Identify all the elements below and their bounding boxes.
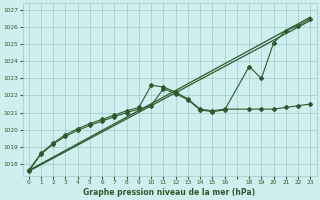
X-axis label: Graphe pression niveau de la mer (hPa): Graphe pression niveau de la mer (hPa) — [84, 188, 256, 197]
